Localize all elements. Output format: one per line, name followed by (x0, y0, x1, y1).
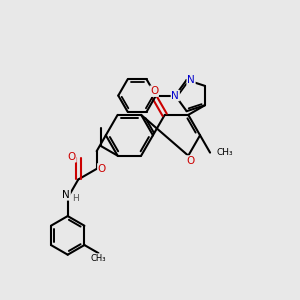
Text: N: N (62, 190, 70, 200)
Text: H: H (73, 194, 79, 203)
Text: CH₃: CH₃ (91, 254, 106, 263)
Text: N: N (171, 91, 179, 100)
Text: O: O (98, 164, 106, 174)
Text: N: N (187, 75, 195, 85)
Text: O: O (150, 86, 158, 96)
Text: CH₃: CH₃ (217, 148, 233, 157)
Text: O: O (187, 156, 195, 166)
Text: O: O (68, 152, 76, 162)
